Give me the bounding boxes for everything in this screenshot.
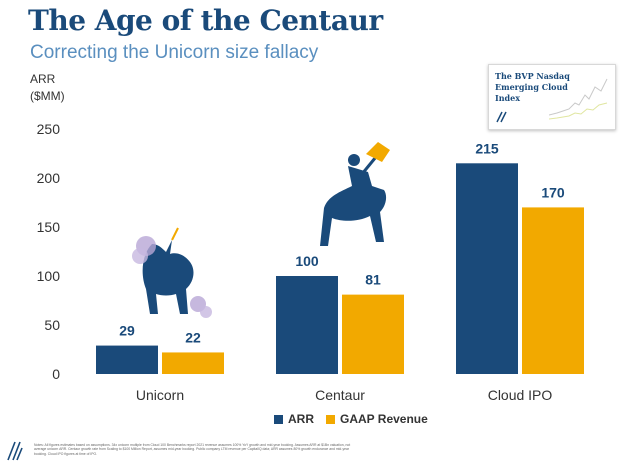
bessemer-footer-logo-icon (7, 441, 23, 461)
index-line-chart-icon (549, 78, 608, 120)
unicorn-icon (132, 227, 212, 318)
y-tick-label: 150 (37, 219, 61, 235)
data-label: 215 (475, 140, 499, 156)
legend-label: GAAP Revenue (340, 412, 428, 426)
page-title: The Age of the Centaur (28, 4, 383, 37)
legend-swatch (326, 414, 335, 424)
legend-swatch (274, 414, 283, 424)
y-tick-label: 250 (37, 121, 61, 137)
x-category-label: Unicorn (136, 387, 184, 403)
x-category-label: Centaur (315, 387, 365, 403)
y-tick-label: 50 (44, 317, 60, 333)
y-tick-label: 100 (37, 268, 61, 284)
bar-arr (456, 163, 518, 374)
y-axis-label: ARR ($MM) (30, 72, 65, 103)
bar-gaap-revenue (162, 352, 224, 374)
y-tick-label: 200 (37, 170, 61, 186)
legend-label: ARR (288, 412, 314, 426)
bar-gaap-revenue (522, 207, 584, 374)
legend-item: GAAP Revenue (326, 412, 428, 426)
legend-item: ARR (274, 412, 314, 426)
data-label: 81 (365, 272, 381, 288)
bessemer-logo-icon (496, 111, 507, 123)
bar-arr (96, 345, 158, 374)
x-category-label: Cloud IPO (488, 387, 553, 403)
data-label: 100 (295, 253, 319, 269)
page-subtitle: Correcting the Unicorn size fallacy (30, 42, 319, 63)
bar-gaap-revenue (342, 294, 404, 374)
chart-legend: ARR GAAP Revenue (274, 412, 440, 426)
footnote: Notes: All figures estimates based on as… (34, 443, 351, 456)
inset-title: The BVP Nasdaq Emerging Cloud Index (495, 71, 570, 103)
data-label: 170 (541, 184, 565, 200)
cloud-index-inset: The BVP Nasdaq Emerging Cloud Index (488, 64, 616, 130)
data-label: 22 (185, 329, 201, 345)
centaur-icon (320, 142, 390, 246)
bar-arr (276, 276, 338, 374)
data-label: 29 (119, 323, 135, 339)
y-tick-label: 0 (52, 366, 60, 382)
